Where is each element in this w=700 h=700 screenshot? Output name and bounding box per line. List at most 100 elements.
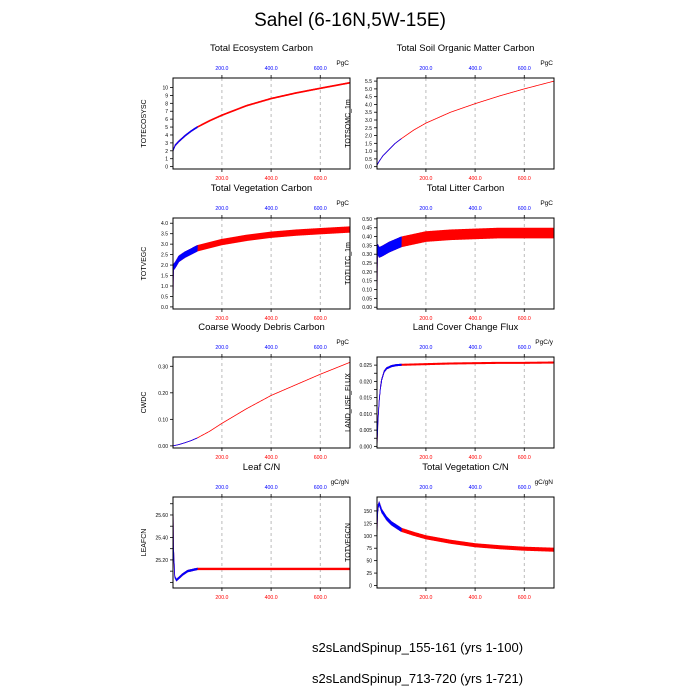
y-tick-label: 0.00: [158, 444, 168, 450]
y-tick-label: 1.5: [365, 141, 372, 147]
units-label: PgC/y: [535, 339, 553, 346]
series-line: [376, 227, 555, 304]
x-tick-label-top: 600.0: [314, 66, 327, 72]
y-tick-label: 0.5: [365, 157, 372, 163]
units-label: gC/gN: [535, 479, 554, 486]
y-tick-label: 5.5: [365, 79, 372, 85]
x-tick-label-top: 200.0: [419, 206, 432, 212]
y-tick-label: 9: [165, 93, 168, 99]
y-tick-label: 8: [165, 101, 168, 107]
x-tick-label-top: 200.0: [215, 345, 228, 351]
x-tick-label-top: 200.0: [215, 66, 228, 72]
x-tick-label: 600.0: [518, 595, 531, 601]
series-line: [172, 504, 351, 582]
chart-title: Total Vegetation Carbon: [211, 183, 312, 194]
y-tick-label: 0.0: [161, 305, 168, 311]
y-tick-label: 0.30: [158, 364, 168, 370]
y-tick-label: 2.0: [365, 134, 372, 140]
y-tick-label: 4: [165, 133, 168, 139]
x-tick-label: 600.0: [314, 316, 327, 322]
series-line: [376, 501, 555, 552]
x-tick-label-top: 400.0: [469, 485, 482, 491]
y-tick-label: 25.20: [155, 558, 168, 564]
plot-frame: [172, 77, 351, 170]
x-tick-label-top: 200.0: [215, 206, 228, 212]
x-tick-label: 400.0: [265, 316, 278, 322]
x-tick-label: 400.0: [265, 595, 278, 601]
chart-title: Total Litter Carbon: [427, 183, 505, 194]
chart-panel: 0.00 0.10 0.20 0.30 200.0 200.0 400.0 400.0 600.…: [141, 322, 351, 461]
y-tick-label: 1.0: [365, 149, 372, 155]
units-label: gC/gN: [331, 479, 350, 486]
x-tick-label: 400.0: [265, 176, 278, 182]
series-line: [376, 80, 555, 166]
x-tick-label: 600.0: [314, 455, 327, 461]
y-tick-label: 3.0: [161, 242, 168, 248]
y-tick-label: 3.5: [365, 110, 372, 116]
y-tick-label: 0.010: [359, 412, 372, 418]
chart-title: Total Vegetation C/N: [422, 462, 509, 473]
y-axis-label: CWDC: [141, 392, 148, 414]
units-label: PgC: [540, 200, 553, 207]
x-tick-label: 600.0: [518, 316, 531, 322]
chart-title: Total Soil Organic Matter Carbon: [397, 43, 535, 54]
y-tick-label: 3.0: [365, 118, 372, 124]
y-tick-label: 0.20: [362, 270, 372, 276]
plot-frame: [172, 356, 351, 449]
y-tick-label: 0: [369, 584, 372, 590]
y-axis-label: TOTLITC_1m: [345, 242, 352, 285]
y-tick-label: 75: [366, 546, 372, 552]
y-tick-label: 0.40: [362, 235, 372, 241]
series-line: [172, 81, 351, 152]
series-line: [376, 361, 555, 448]
chart-title: Leaf C/N: [243, 462, 281, 473]
series-line: [376, 501, 402, 538]
chart-panel: 0.0 0.5 1.0 1.52.0 2.5 3.0 3.5 4.04.5 5.0 5.5 200.…: [345, 43, 555, 182]
y-tick-label: 0.45: [362, 226, 372, 232]
x-tick-label: 200.0: [419, 176, 432, 182]
y-axis-label: LEAFCN: [141, 529, 148, 557]
y-tick-label: 25: [366, 571, 372, 577]
series-line: [172, 361, 351, 447]
plot-frame: [376, 77, 555, 170]
x-tick-label-top: 600.0: [518, 345, 531, 351]
chart-title: Coarse Woody Debris Carbon: [198, 322, 325, 333]
x-tick-label-top: 400.0: [265, 345, 278, 351]
y-tick-label: 0.10: [362, 288, 372, 294]
units-label: PgC: [336, 60, 349, 67]
y-tick-label: 0.5: [161, 294, 168, 300]
series-line: [172, 126, 198, 152]
y-tick-label: 0.50: [362, 217, 372, 223]
y-tick-label: 4.5: [365, 95, 372, 101]
y-axis-label: TOTVEGC: [141, 247, 148, 281]
x-tick-label: 200.0: [215, 595, 228, 601]
y-tick-label: 0.05: [362, 296, 372, 302]
x-tick-label: 200.0: [215, 176, 228, 182]
x-tick-label: 400.0: [265, 455, 278, 461]
y-tick-label: 3: [165, 141, 168, 147]
y-tick-label: 4.0: [365, 102, 372, 108]
series-line: [172, 504, 198, 582]
x-tick-label: 400.0: [469, 595, 482, 601]
y-tick-label: 0.15: [362, 279, 372, 285]
y-tick-label: 0.020: [359, 379, 372, 385]
plot-frame: [376, 356, 555, 449]
x-tick-label: 200.0: [419, 595, 432, 601]
y-tick-label: 5: [165, 125, 168, 131]
y-tick-label: 4.0: [161, 221, 168, 227]
x-tick-label-top: 400.0: [265, 485, 278, 491]
x-tick-label: 400.0: [469, 176, 482, 182]
x-tick-label-top: 400.0: [469, 345, 482, 351]
x-tick-label-top: 400.0: [265, 66, 278, 72]
y-tick-label: 0.025: [359, 363, 372, 369]
series-line: [376, 138, 402, 166]
x-tick-label-top: 400.0: [265, 206, 278, 212]
y-tick-label: 0.015: [359, 396, 372, 402]
plot-frame: [172, 496, 351, 589]
y-tick-label: 0.20: [158, 391, 168, 397]
chart-title: Land Cover Change Flux: [413, 322, 519, 333]
y-axis-label: TOTSOMC_1m: [345, 99, 352, 148]
y-tick-label: 2.0: [161, 263, 168, 269]
y-tick-label: 0.35: [362, 243, 372, 249]
